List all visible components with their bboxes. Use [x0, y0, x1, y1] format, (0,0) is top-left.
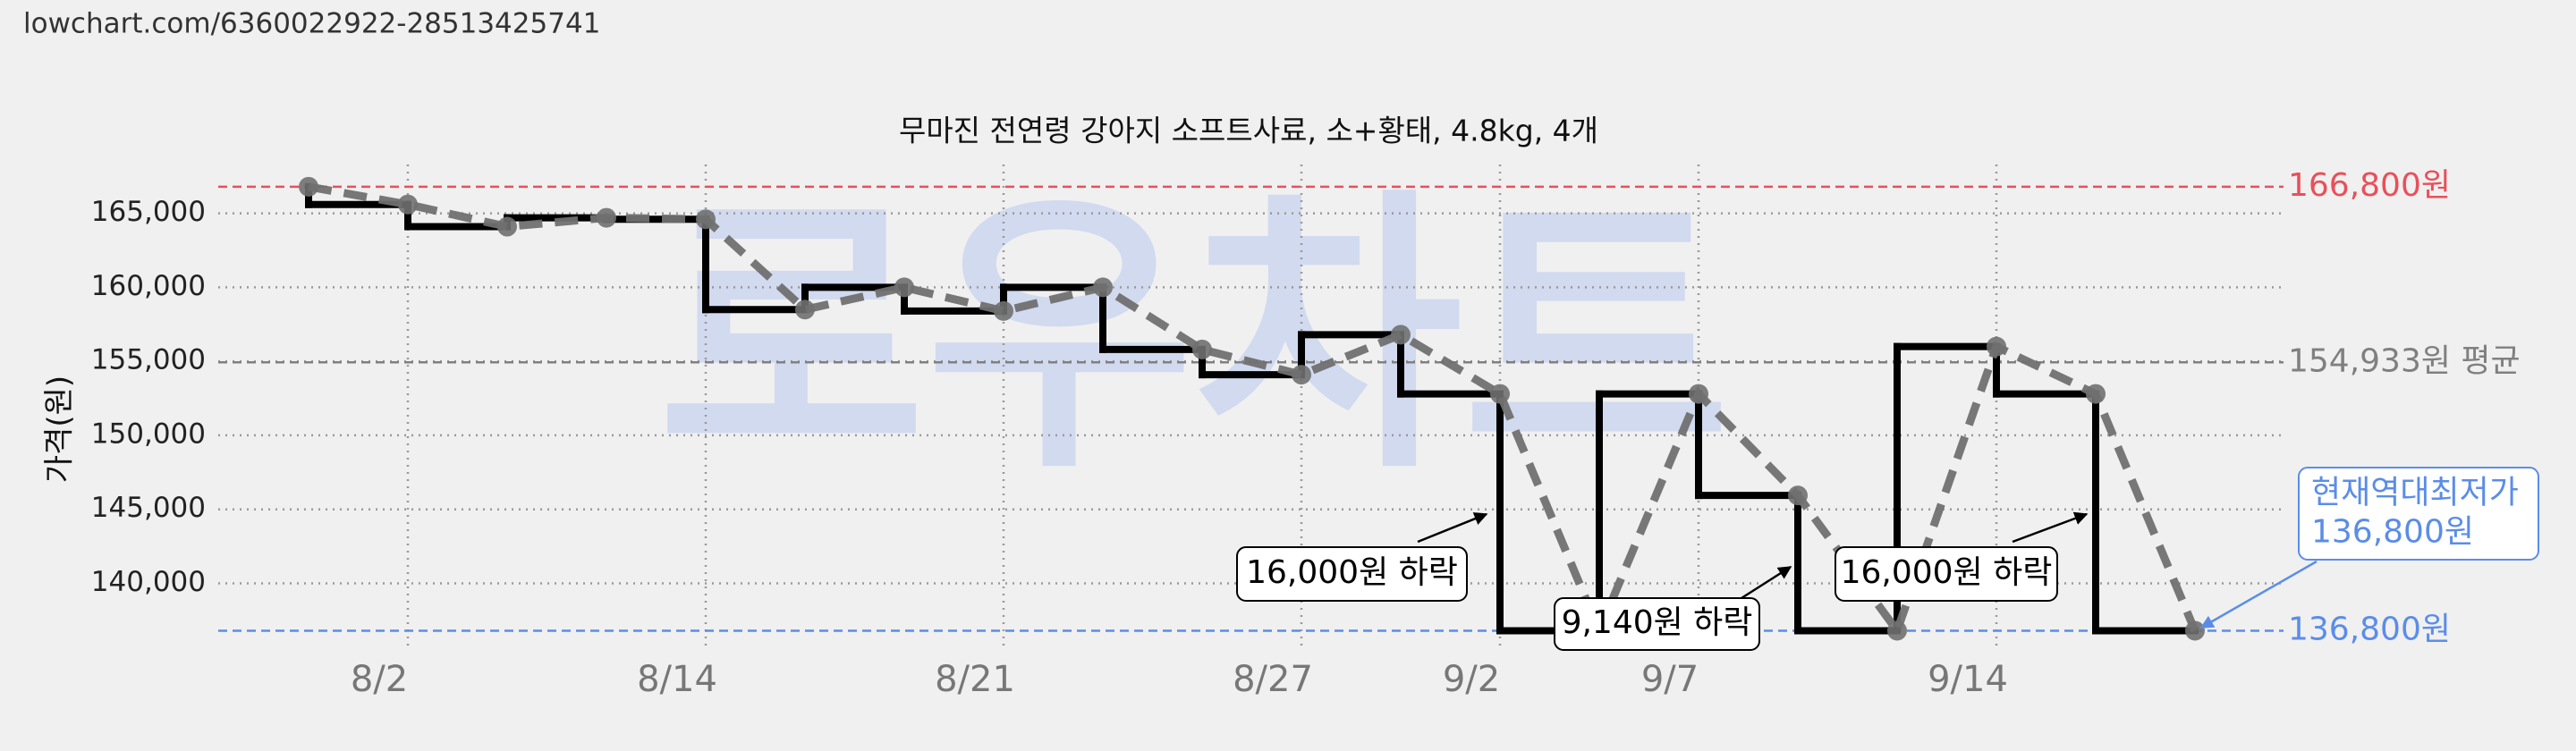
price-point [1887, 620, 1907, 641]
price-point [1192, 339, 1212, 359]
annotation-box [1835, 546, 2058, 602]
y-axis-label: 가격(원) [42, 376, 78, 483]
x-tick-label: 8/14 [637, 659, 717, 700]
price-point [497, 216, 517, 237]
price-point [1987, 336, 2006, 357]
source-url: lowchart.com/6360022922-28513425741 [23, 8, 600, 40]
y-tick-label: 155,000 [91, 344, 206, 376]
annotation-text: 16,000원 하락 [1246, 554, 1458, 591]
annotation-text: 136,800원 [2311, 514, 2474, 551]
price-point [795, 300, 815, 320]
x-tick-label: 8/2 [351, 659, 408, 700]
annotation-arrow [1417, 512, 1488, 544]
x-tick-label: 9/14 [1928, 659, 2008, 700]
price-point [299, 176, 318, 197]
annotation-box [2298, 467, 2539, 561]
y-tick-label: 160,000 [91, 270, 206, 302]
annotation-arrow [1741, 565, 1792, 600]
price-point [1292, 365, 1311, 385]
price-point [994, 300, 1013, 321]
reference-label: 166,800원 [2288, 167, 2451, 204]
reference-label: 136,800원 [2288, 611, 2451, 647]
price-point [1689, 384, 1708, 404]
y-tick-label: 145,000 [91, 492, 206, 524]
x-tick-label: 9/2 [1443, 659, 1500, 700]
annotation-arrow [2012, 511, 2089, 544]
price-point [696, 209, 716, 230]
annotation-text: 현재역대최저가 [2311, 475, 2519, 511]
price-point [2086, 384, 2106, 404]
price-point [398, 194, 418, 215]
x-tick-label: 8/21 [935, 659, 1015, 700]
y-tick-label: 140,000 [91, 566, 206, 598]
price-line [308, 182, 2199, 642]
annotation-box [1554, 597, 1760, 651]
watermark: 로우차트 [657, 165, 1731, 508]
price-point [1391, 325, 1411, 345]
price-point [1490, 384, 1510, 404]
annotation-text: 9,140원 하락 [1562, 604, 1753, 641]
x-tick-label: 8/27 [1233, 659, 1313, 700]
price-point [597, 207, 616, 228]
annotation-box [1236, 546, 1468, 602]
chart-title: 무마진 전연령 강아지 소프트사료, 소+황태, 4.8kg, 4개 [899, 114, 1598, 148]
y-tick-label: 150,000 [91, 418, 206, 450]
reference-label: 154,933원 평균 [2288, 342, 2521, 379]
price-point [2185, 620, 2205, 641]
x-tick-label: 9/7 [1641, 659, 1699, 700]
price-point [1093, 277, 1113, 298]
y-tick-label: 165,000 [91, 196, 206, 228]
annotation-arrow [2199, 560, 2318, 629]
price-point [1788, 485, 1808, 506]
annotation-text: 16,000원 하락 [1841, 554, 2053, 591]
price-point [894, 277, 914, 298]
